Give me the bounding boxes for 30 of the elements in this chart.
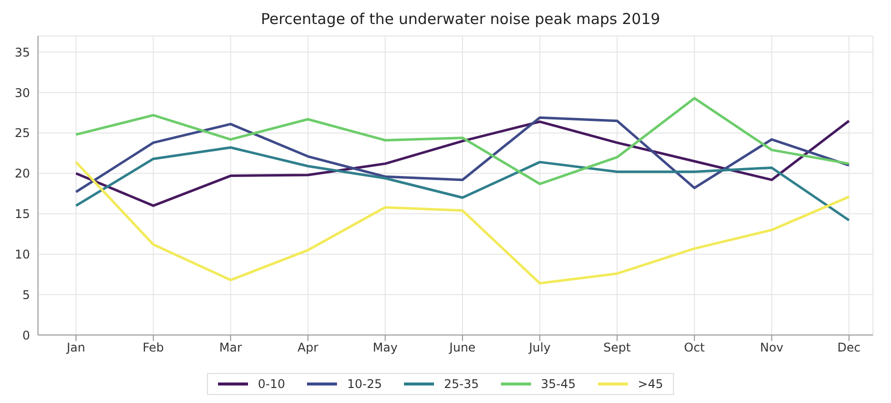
- line-series: [74, 146, 850, 222]
- x-tick-label: July: [528, 340, 551, 355]
- y-tick-label: 10: [14, 247, 30, 262]
- y-tick-label: 35: [14, 45, 30, 60]
- x-tick-label: Feb: [142, 340, 164, 355]
- y-tick-label: 30: [14, 86, 30, 100]
- legend-label: >45: [636, 377, 664, 391]
- x-tick-label: May: [372, 340, 398, 355]
- legend-label: 10-25: [346, 377, 382, 391]
- legend-label: 25-35: [443, 377, 479, 391]
- x-tick-label: Nov: [760, 340, 784, 355]
- y-tick-label: 5: [22, 288, 30, 302]
- line-series: [74, 120, 850, 207]
- x-tick-label: June: [448, 340, 476, 355]
- line-series: [74, 160, 850, 285]
- legend-label: 35-45: [540, 377, 576, 391]
- y-tick-label: 20: [14, 166, 30, 181]
- y-tick-label: 0: [22, 328, 30, 342]
- y-tick-label: 15: [14, 207, 30, 222]
- x-tick-label: Dec: [837, 340, 861, 355]
- x-tick-label: Oct: [684, 340, 706, 355]
- x-tick-label: Jan: [66, 340, 86, 355]
- legend-label: 0-10: [256, 377, 286, 391]
- line-series: [74, 96, 850, 186]
- y-tick-label: 25: [14, 126, 30, 140]
- x-tick-label: Mar: [219, 340, 242, 355]
- x-tick-label: Apr: [298, 340, 318, 355]
- chart-title: Percentage of the underwater noise peak maps 2019: [260, 9, 662, 30]
- x-tick-label: Sept: [603, 340, 632, 355]
- line-series: [74, 116, 850, 194]
